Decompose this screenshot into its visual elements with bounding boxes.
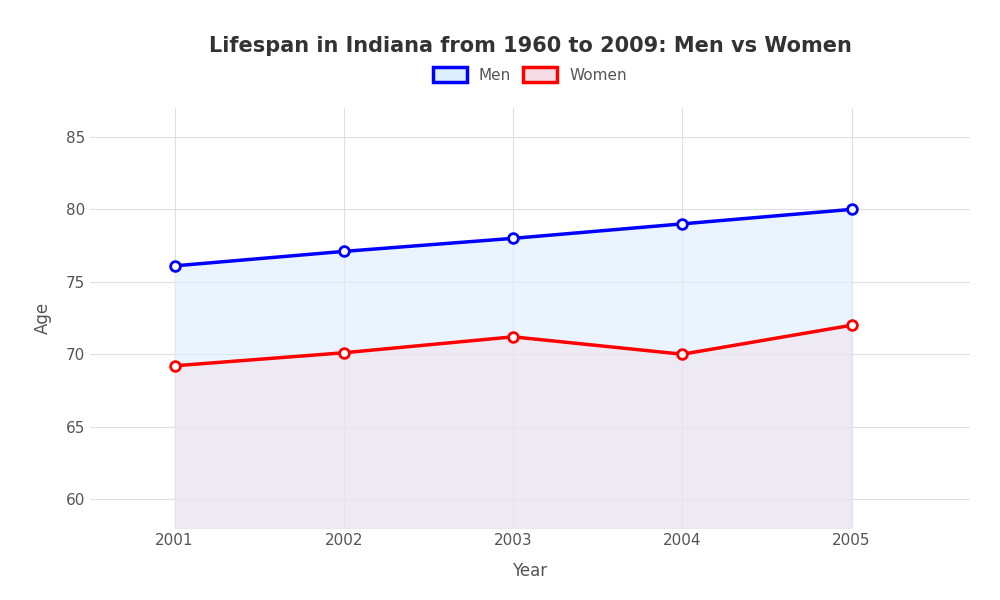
Title: Lifespan in Indiana from 1960 to 2009: Men vs Women: Lifespan in Indiana from 1960 to 2009: M… (209, 37, 851, 56)
X-axis label: Year: Year (512, 562, 548, 580)
Y-axis label: Age: Age (34, 302, 52, 334)
Legend: Men, Women: Men, Women (427, 61, 633, 89)
